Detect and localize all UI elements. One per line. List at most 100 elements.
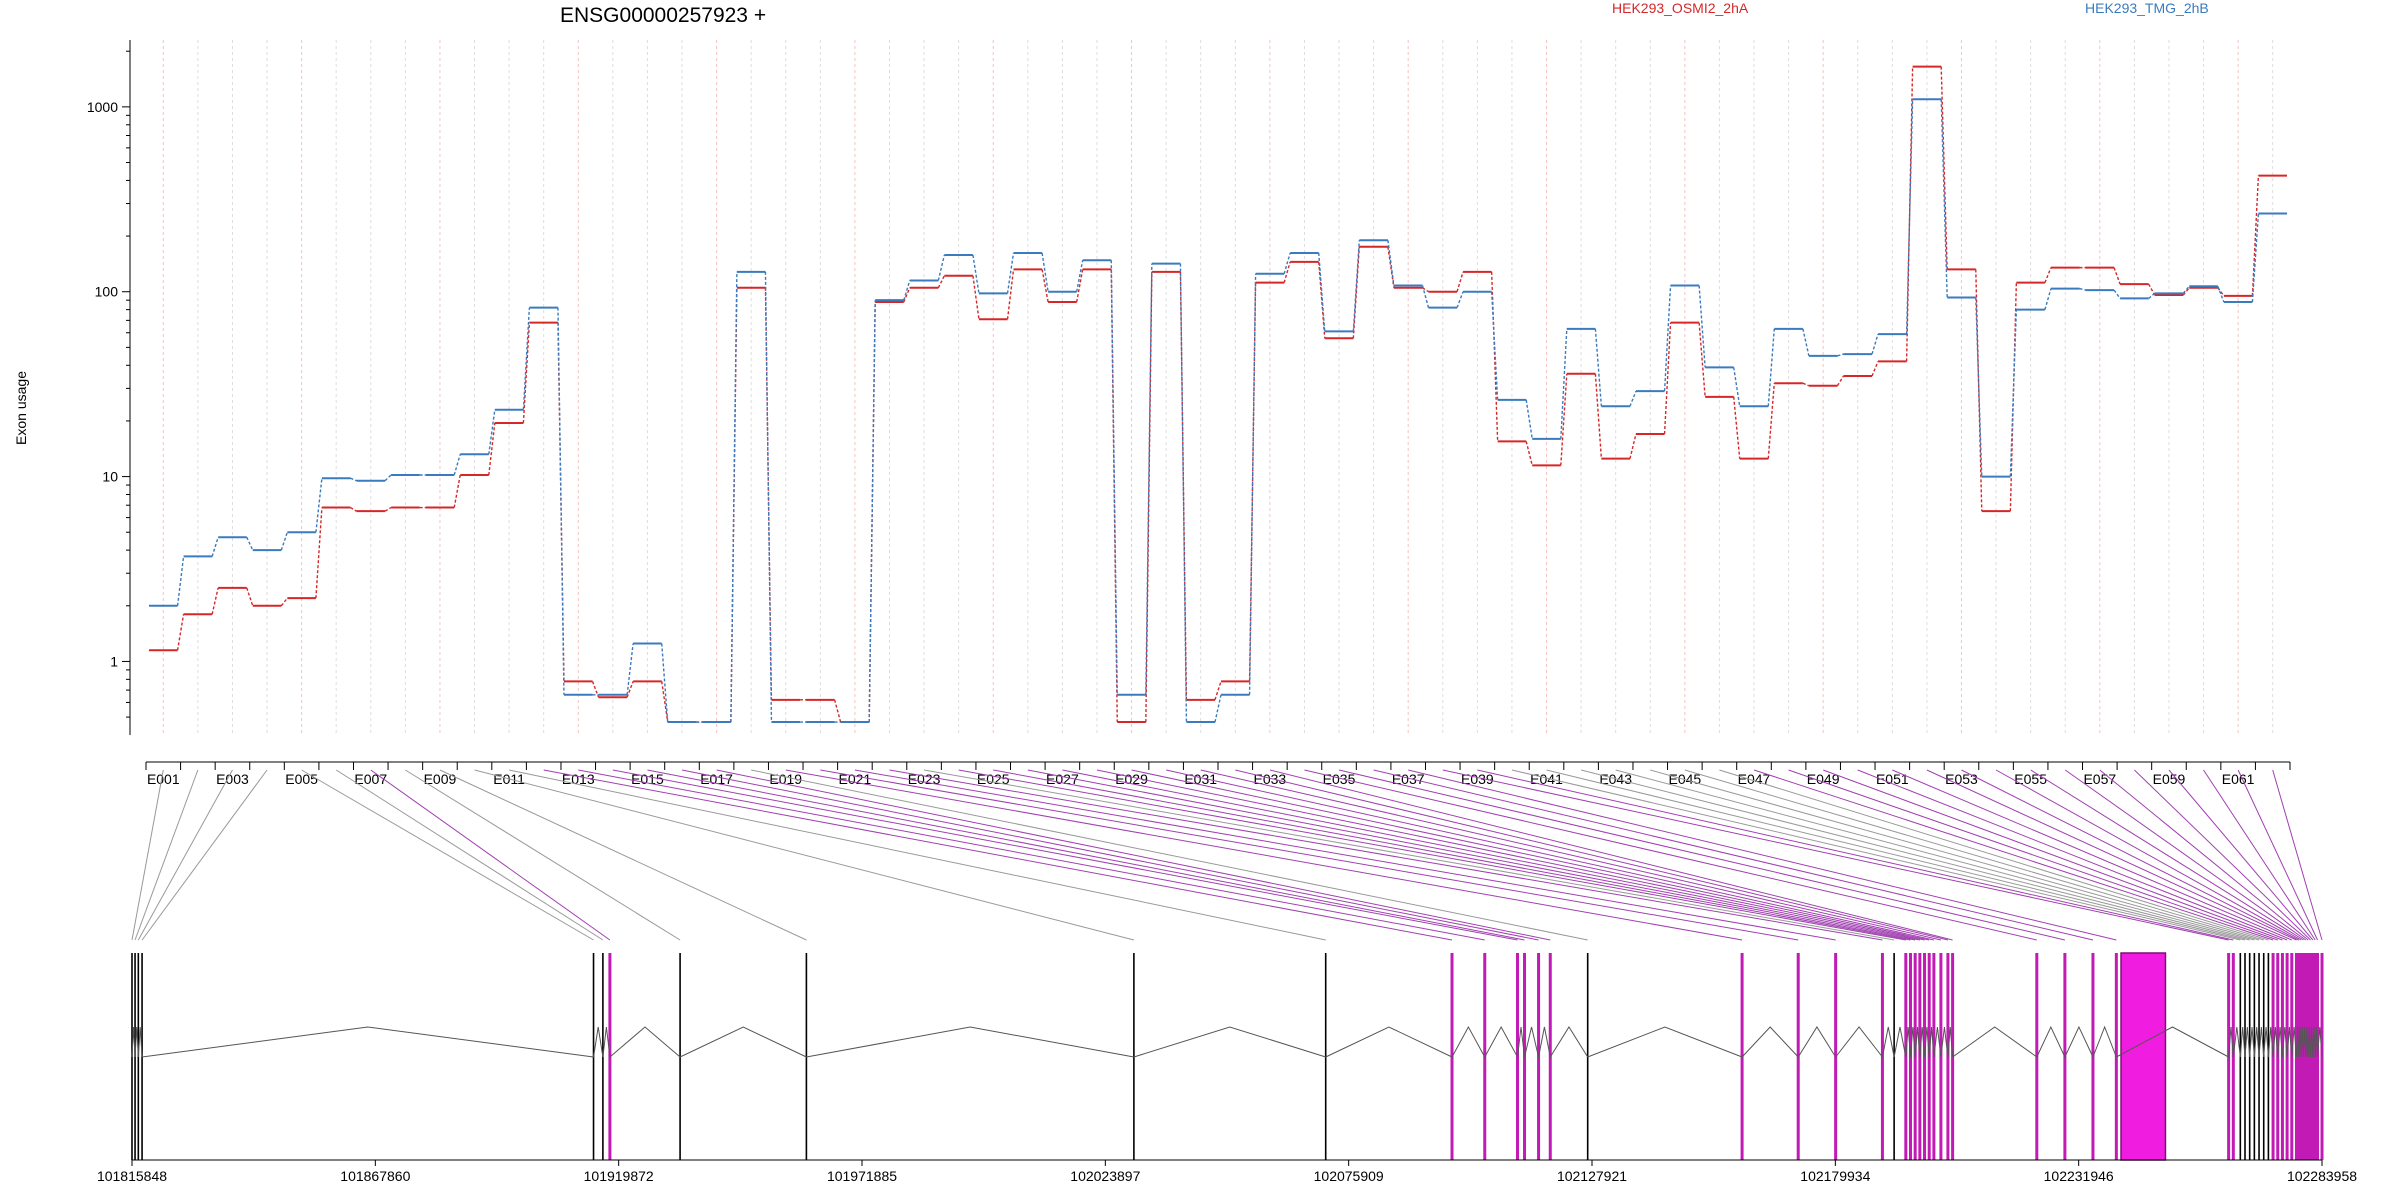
series-1-step-E044 (1663, 322, 1672, 435)
connector-E009 (439, 769, 807, 941)
intron-connector (2302, 1026, 2307, 1058)
intron-connector (134, 1026, 139, 1058)
connector-E030 (1166, 769, 1934, 941)
grid-lines (162, 40, 2274, 735)
series-2-step-E027 (1075, 260, 1084, 292)
series-2-step-E014 (626, 643, 634, 695)
y-tick-label-100: 100 (95, 284, 119, 300)
series-2-step-E010 (488, 409, 496, 455)
chart-title: ENSG00000257923 + (560, 4, 766, 27)
connector-E017 (716, 769, 1551, 941)
intron-connector (2263, 1026, 2269, 1058)
series-1-step-E045 (1698, 322, 1706, 397)
series-2-step-E030 (1179, 263, 1188, 723)
connector-E029 (1131, 769, 1930, 941)
series-2-step-E001 (176, 556, 185, 606)
connector-E036 (1373, 769, 2094, 941)
exon-connectors (131, 769, 2323, 941)
x-tick-label-E005: E005 (285, 771, 318, 787)
series-2-step-E057 (2113, 289, 2121, 299)
x-tick-label-E045: E045 (1668, 771, 1701, 787)
intron-connector (2228, 1026, 2234, 1058)
genomic-tick-label-102283958: 102283958 (2287, 1168, 2357, 1184)
series-1-step-E014 (626, 681, 634, 698)
connector-E055 (2030, 769, 2304, 941)
connector-E021 (854, 769, 1836, 941)
x-tick-label-E051: E051 (1876, 771, 1909, 787)
intron-connector (1325, 1026, 1453, 1058)
connector-E041 (1546, 769, 2246, 941)
intron-connector (2300, 1026, 2304, 1058)
connector-E023 (923, 769, 1895, 941)
series-1-step-E052 (1940, 66, 1948, 270)
connector-E060 (2203, 769, 2316, 941)
series-lines (149, 65, 2287, 724)
connector-E016 (681, 769, 1539, 941)
y-tick-label-1: 1 (110, 653, 118, 669)
connector-E034 (1304, 769, 2037, 941)
series-1-step-E005 (315, 507, 323, 599)
x-tick-label-E035: E035 (1323, 771, 1356, 787)
series-1-step-E007 (384, 506, 392, 512)
connector-E051 (1892, 769, 2292, 941)
connector-E028 (1096, 769, 1925, 941)
series-2-step-E056 (2079, 287, 2086, 291)
intron-connector (679, 1026, 807, 1058)
series-2-step-E024 (972, 254, 980, 294)
intron-connector (1905, 1026, 1911, 1058)
intron-connector (2272, 1026, 2279, 1058)
x-tick-label-E049: E049 (1807, 771, 1840, 787)
intron-connector (1538, 1026, 1551, 1058)
intron-connector (1835, 1026, 1883, 1058)
series-1-step-E027 (1075, 269, 1084, 303)
connector-E057 (2099, 769, 2309, 941)
connector-E025 (993, 769, 1911, 941)
series-1-step-E013 (591, 681, 600, 698)
series-1-step-E024 (972, 275, 980, 320)
series-2-step-E002 (211, 536, 219, 557)
connector-E061 (2237, 769, 2318, 941)
series-2-step-E049 (1837, 353, 1844, 357)
connector-E013 (578, 769, 1485, 941)
x-tick-label-E055: E055 (2014, 771, 2047, 787)
intron-connector (1893, 1026, 1907, 1058)
intron-connector (1940, 1026, 1949, 1058)
connector-E033 (1269, 769, 1953, 941)
series-1-step-E026 (1041, 269, 1049, 303)
series-2-step-E006 (350, 477, 357, 482)
series-1-step-E025 (1006, 269, 1015, 320)
intron-connector (2298, 1026, 2302, 1058)
intron-connector (1881, 1026, 1895, 1058)
gene-model: 101815848 101867860 101919872 101971885 1020… (97, 952, 2357, 1184)
axes: 1101001000E001E003E005E007E009E011E013E0… (87, 40, 2291, 787)
intron-connector (2281, 1026, 2288, 1058)
intron-connector (1924, 1026, 1930, 1058)
series-2-step-E018 (764, 271, 773, 723)
series-2-step-E054 (2009, 309, 2018, 477)
series-1-step-E050 (1871, 361, 1879, 377)
genomic-tick-label-102023897: 102023897 (1070, 1168, 1140, 1184)
intron-connector (1928, 1026, 1935, 1058)
intron-connector (2249, 1026, 2255, 1058)
series-2-step-E032 (1248, 273, 1257, 695)
intron-connector (2305, 1026, 2309, 1058)
intron-connector (2253, 1026, 2260, 1058)
connector-E008 (405, 769, 681, 941)
series-1-step-E041 (1560, 373, 1568, 466)
series-2-step-E039 (1490, 291, 1499, 400)
intron-connector (2286, 1026, 2293, 1058)
series-2-step-E040 (1525, 399, 1533, 439)
genomic-tick-label-102179934: 102179934 (1800, 1168, 1870, 1184)
series-2-step-E059 (2182, 285, 2190, 294)
connector-E048 (1788, 769, 2278, 941)
series-2-step-E048 (1802, 328, 1810, 356)
genomic-tick-label-101867860: 101867860 (340, 1168, 410, 1184)
intron-connector (806, 1026, 1134, 1058)
x-tick-label-E023: E023 (908, 771, 941, 787)
series-2-step-E022 (903, 280, 911, 301)
intron-connector (1919, 1026, 1926, 1058)
series-2-step-E033 (1283, 252, 1291, 275)
legend-label-series-1: HEK293_OSMI2_2hA (1612, 0, 1749, 16)
connector-E032 (1235, 769, 1949, 941)
series-2-step-E045 (1698, 285, 1706, 368)
